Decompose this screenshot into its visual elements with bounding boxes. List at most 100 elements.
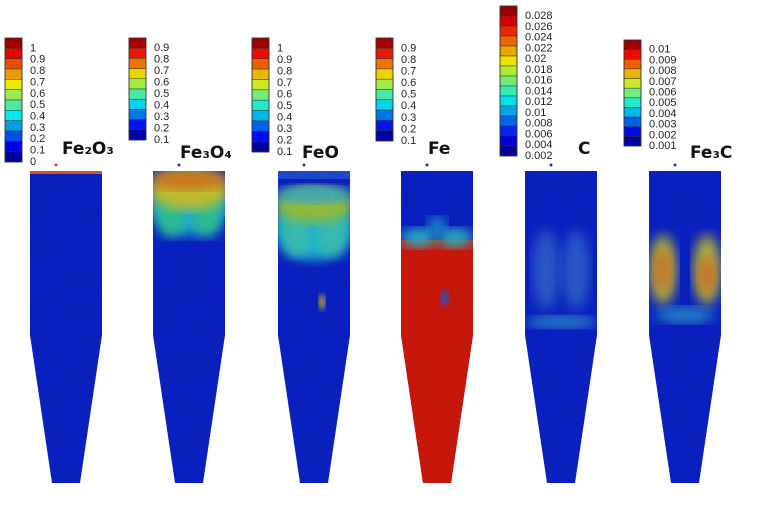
- colorbar-frame: [251, 37, 270, 153]
- colorbar-level: [375, 48, 394, 59]
- colorbar-tick-label: 0.5: [30, 99, 45, 111]
- panel-c: 0.0280.0260.0240.0220.020.0180.0160.0140…: [499, 5, 597, 483]
- species-title: Fe: [428, 139, 450, 159]
- colorbar-tick-label: 0.012: [525, 96, 553, 108]
- colorbar-level: [251, 141, 270, 153]
- reactor-field: [401, 171, 473, 483]
- panel-fe3o4: 0.90.80.70.60.50.40.30.20.1 Fe₃O₄: [128, 37, 232, 483]
- panel-fe3c: 0.010.0090.0080.0070.0060.0050.0040.0030…: [623, 39, 732, 483]
- colorbar-level: [128, 129, 147, 141]
- colorbar-tick-label: 0.6: [30, 88, 45, 100]
- species-title: FeO: [302, 143, 339, 163]
- colorbar-tick-label: 0.024: [525, 32, 553, 44]
- colorbar-level: [499, 75, 518, 87]
- colorbar-level: [4, 110, 23, 121]
- colorbar-level: [4, 120, 23, 132]
- colorbar-level: [251, 68, 270, 80]
- colorbar-level: [4, 48, 23, 59]
- colorbar-tick-label: 0.8: [154, 54, 169, 66]
- colorbar-level: [4, 130, 23, 142]
- species-title: Fe₃C: [690, 143, 732, 163]
- colorbar-level: [499, 125, 518, 137]
- panel-fe: 0.90.80.70.60.50.40.30.20.1 Fe: [375, 37, 473, 483]
- particle-dot: [549, 163, 553, 167]
- colorbar-level: [375, 68, 394, 80]
- colorbar-level: [251, 120, 270, 132]
- reactor-field: [525, 171, 597, 483]
- colorbar-tick-label: 0.7: [154, 65, 169, 77]
- colorbar-tick-label: 0.1: [277, 146, 292, 158]
- colorbar-level: [499, 45, 518, 57]
- colorbar-tick-label: 0.008: [525, 118, 553, 130]
- colorbar-level: [4, 99, 23, 111]
- colorbar-tick-label: 0.02: [525, 53, 546, 65]
- colorbar-tick-label: 0.7: [30, 76, 45, 88]
- colorbar-level: [499, 135, 518, 147]
- colorbar-level: [499, 95, 518, 107]
- colorbar-level: [623, 136, 642, 147]
- colorbar-tick-label: 0.1: [30, 145, 45, 157]
- colorbar: 0.0280.0260.0240.0220.020.0180.0160.0140…: [499, 5, 553, 162]
- colorbar-level: [251, 89, 270, 101]
- colorbar-level: [251, 58, 270, 70]
- colorbar-tick-label: 0.006: [525, 128, 553, 140]
- colorbar-level: [128, 37, 147, 49]
- particle-dot: [302, 163, 306, 167]
- colorbar-level: [375, 99, 394, 111]
- colorbar-level: [499, 55, 518, 67]
- reactor-field: [30, 171, 102, 483]
- colorbar-tick-label: 0.016: [525, 75, 553, 87]
- panel-feo: 10.90.80.70.60.50.40.30.20.1 FeO: [251, 37, 350, 483]
- panel-fe2o3: 10.90.80.70.60.50.40.30.20.10 Fe₂O₃: [4, 37, 114, 483]
- colorbar-level: [499, 145, 518, 157]
- colorbar-level: [4, 89, 23, 101]
- colorbar-level: [128, 119, 147, 131]
- species-title: Fe₂O₃: [62, 139, 114, 159]
- colorbar-level: [623, 49, 642, 60]
- colorbar-level: [128, 47, 147, 59]
- colorbar-tick-label: 0.2: [30, 133, 45, 145]
- colorbar-level: [375, 89, 394, 101]
- colorbar-tick-label: 0.9: [277, 54, 292, 66]
- colorbar-frame: [375, 37, 394, 142]
- colorbar-level: [623, 116, 642, 127]
- reactor-field: [278, 171, 350, 483]
- colorbar: 0.010.0090.0080.0070.0060.0050.0040.0030…: [623, 39, 677, 152]
- colorbar-level: [375, 58, 394, 70]
- colorbar-tick-label: 0.01: [649, 44, 670, 56]
- colorbar-level: [623, 126, 642, 137]
- colorbar-level: [128, 78, 147, 90]
- colorbar-level: [375, 130, 394, 142]
- reactor-field: [153, 171, 225, 483]
- colorbar-level: [251, 131, 270, 142]
- colorbar-level: [128, 88, 147, 100]
- colorbar-level: [251, 37, 270, 49]
- colorbar-level: [128, 109, 147, 120]
- colorbar-tick-label: 0.4: [401, 100, 416, 112]
- colorbar-level: [375, 120, 394, 131]
- colorbar: 0.90.80.70.60.50.40.30.20.1: [128, 37, 169, 146]
- colorbar-tick-label: 0.5: [277, 100, 292, 112]
- colorbar-tick-label: 0.4: [154, 100, 169, 112]
- colorbar-tick-label: 0.3: [30, 122, 45, 134]
- colorbar-tick-label: 0.007: [649, 76, 677, 88]
- colorbar-tick-label: 0.3: [154, 111, 169, 123]
- colorbar-level: [499, 5, 518, 17]
- colorbar-level: [623, 59, 642, 70]
- colorbar-level: [4, 37, 23, 49]
- colorbar-tick-label: 0.9: [401, 42, 416, 54]
- colorbar-level: [499, 115, 518, 127]
- colorbar-level: [499, 25, 518, 37]
- colorbar-tick-label: 0.2: [154, 123, 169, 135]
- colorbar-frame: [4, 37, 23, 163]
- colorbar-tick-label: 0.8: [30, 65, 45, 77]
- colorbar-level: [499, 15, 518, 27]
- colorbar-level: [499, 85, 518, 97]
- colorbar-tick-label: 0.001: [649, 140, 677, 152]
- colorbar-level: [623, 39, 642, 50]
- colorbar: 10.90.80.70.60.50.40.30.20.1: [251, 37, 292, 158]
- colorbar-level: [623, 107, 642, 118]
- colorbar-tick-label: 0.4: [30, 111, 45, 123]
- colorbar-tick-label: 0.2: [277, 134, 292, 146]
